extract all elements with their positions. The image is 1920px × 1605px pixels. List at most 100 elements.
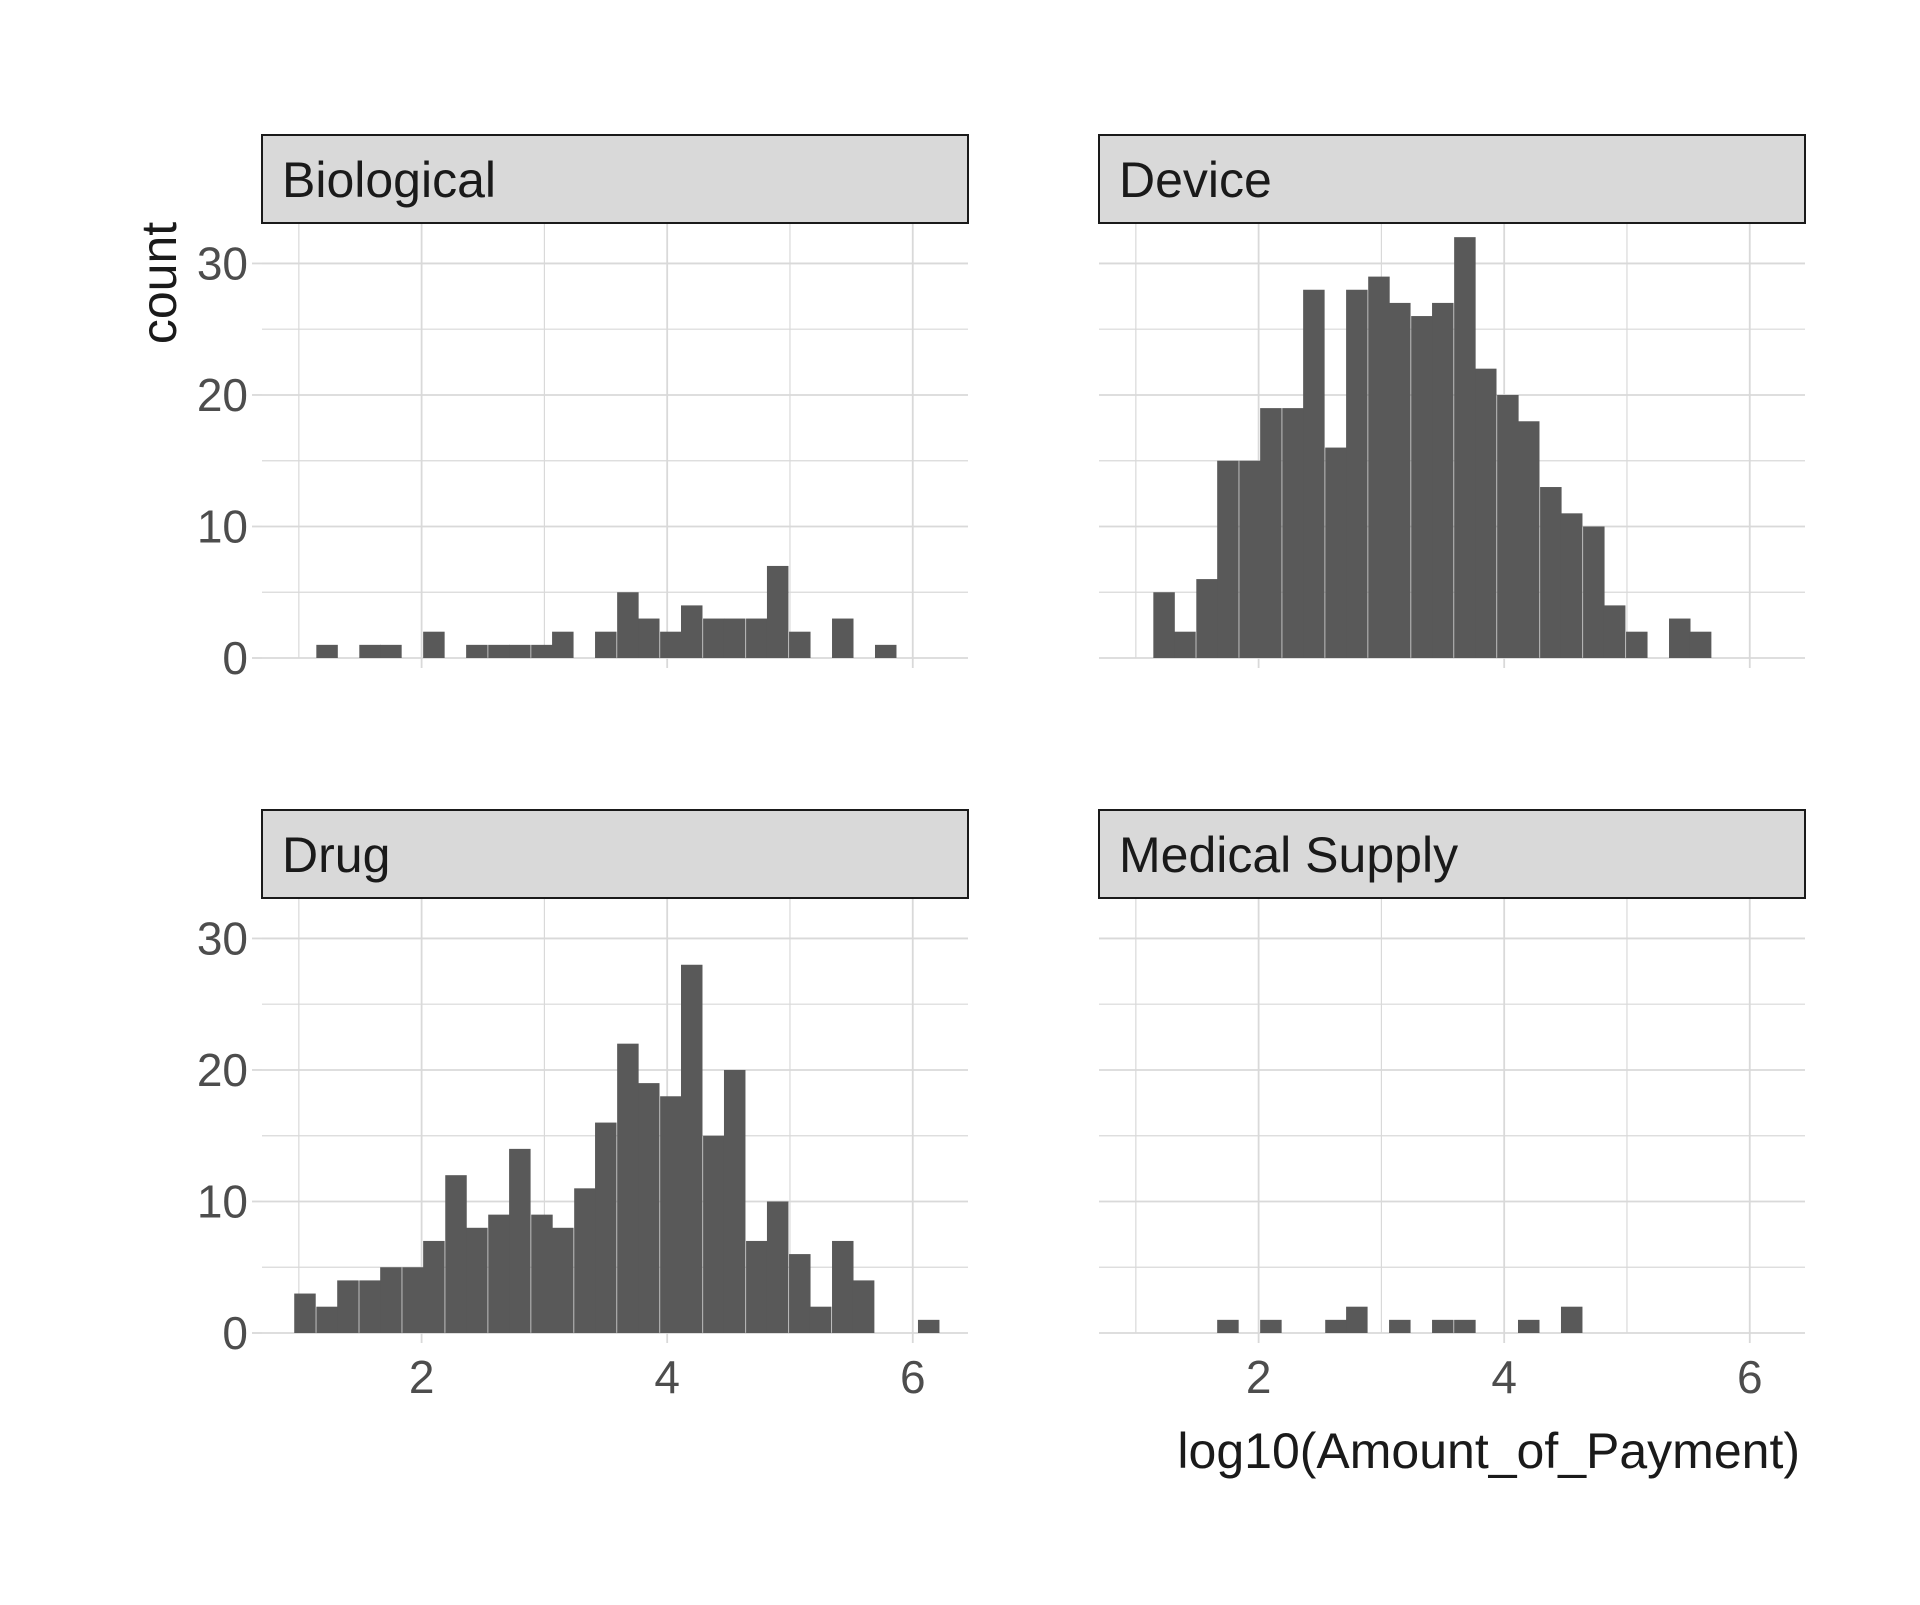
histogram-bar xyxy=(1540,487,1562,658)
histogram-bar xyxy=(1517,1319,1540,1333)
histogram-bar xyxy=(1497,394,1519,658)
histogram-bar xyxy=(809,1306,832,1333)
histogram-bar xyxy=(1603,605,1626,658)
histogram-bar xyxy=(638,618,660,658)
facet-strip xyxy=(261,809,969,899)
histogram-bar xyxy=(509,1148,531,1333)
histogram-bar xyxy=(703,618,725,658)
x-tick-label: 4 xyxy=(1491,1351,1517,1403)
histogram-bar xyxy=(617,592,639,658)
histogram-bar xyxy=(1196,579,1218,658)
x-tick-label: 6 xyxy=(900,1351,926,1403)
histogram-bar xyxy=(1669,618,1691,658)
facet-strip xyxy=(261,134,969,224)
histogram-bar xyxy=(617,1043,639,1333)
histogram-bar xyxy=(1239,460,1261,658)
histogram-bar xyxy=(746,1240,768,1333)
histogram-bar xyxy=(832,1240,854,1333)
histogram-bar xyxy=(1325,447,1347,658)
histogram-bar xyxy=(852,1280,875,1333)
histogram-bar xyxy=(574,1188,596,1333)
panel-drug: Drug 0 10 20 30 2 4 6 xyxy=(197,809,969,1403)
x-tick-label: 4 xyxy=(654,1351,680,1403)
y-tick-label: 10 xyxy=(197,500,248,552)
histogram-bar xyxy=(359,1280,381,1333)
y-tick-label: 30 xyxy=(197,912,248,964)
x-tick-label: 2 xyxy=(1246,1351,1272,1403)
histogram-bar xyxy=(1260,1319,1282,1333)
histogram-bar xyxy=(680,605,703,658)
histogram-bar xyxy=(316,1306,338,1333)
y-tick-label: 0 xyxy=(222,632,248,684)
y-tick-label: 20 xyxy=(197,1044,248,1096)
y-axis-title: count xyxy=(131,222,187,344)
histogram-bar xyxy=(1346,1306,1368,1333)
histogram-bar xyxy=(1432,1319,1454,1333)
histogram-bar xyxy=(917,1319,940,1333)
histogram-bar xyxy=(1475,368,1497,658)
histogram-bar xyxy=(595,631,617,658)
y-tick-label: 30 xyxy=(197,237,248,289)
histogram-bar xyxy=(445,1175,467,1333)
histogram-bar xyxy=(552,1227,574,1333)
histogram-bar xyxy=(1454,237,1476,658)
histogram-bar xyxy=(294,1293,316,1333)
histogram-bar xyxy=(1368,276,1390,658)
panel-biological: Biological 0 10 20 30 xyxy=(197,134,969,684)
histogram-bar xyxy=(423,1240,445,1333)
x-axis-title: log10(Amount_of_Payment) xyxy=(1177,1423,1800,1479)
histogram-bar xyxy=(638,1083,660,1333)
histogram-bar xyxy=(488,644,510,658)
histogram-bar xyxy=(466,1227,488,1333)
histogram-bar xyxy=(766,565,789,658)
histogram-bar xyxy=(832,618,854,658)
panel-medical-supply: Medical Supply 2 4 6 xyxy=(1098,809,1806,1403)
histogram-bar xyxy=(488,1214,510,1333)
histogram-bar xyxy=(316,644,338,658)
histogram-bar xyxy=(380,1267,402,1333)
histogram-bar xyxy=(723,1069,746,1333)
histogram-bar xyxy=(423,631,445,658)
facet-strip-label: Medical Supply xyxy=(1119,827,1458,883)
histogram-bar xyxy=(1689,631,1712,658)
histogram-bar xyxy=(402,1267,424,1333)
histogram-bar xyxy=(1153,592,1175,658)
y-tick-label: 0 xyxy=(222,1307,248,1359)
histogram-bar xyxy=(680,964,703,1333)
histogram-bar xyxy=(595,1122,617,1333)
y-tick-label: 20 xyxy=(197,369,248,421)
histogram-bar xyxy=(789,631,811,658)
histogram-bar xyxy=(660,1096,682,1333)
histogram-bar xyxy=(1432,302,1454,658)
y-tick-label: 10 xyxy=(197,1175,248,1227)
histogram-bar xyxy=(1411,316,1433,658)
facet-strip-label: Drug xyxy=(282,827,390,883)
histogram-bar xyxy=(1282,408,1304,658)
histogram-bar xyxy=(1583,526,1605,658)
histogram-bar xyxy=(1346,289,1368,658)
histogram-bar xyxy=(380,644,402,658)
facet-strip xyxy=(1098,809,1806,899)
histogram-bar xyxy=(1260,408,1282,658)
histogram-bar xyxy=(337,1280,359,1333)
histogram-bar xyxy=(789,1254,811,1333)
histogram-bar xyxy=(1325,1319,1347,1333)
histogram-bar xyxy=(1217,1319,1239,1333)
facet-strip-label: Device xyxy=(1119,152,1272,208)
x-tick-label: 6 xyxy=(1737,1351,1763,1403)
histogram-bar xyxy=(1389,302,1411,658)
facet-strip xyxy=(1098,134,1806,224)
histogram-bar xyxy=(552,631,574,658)
histogram-bar xyxy=(1454,1319,1476,1333)
histogram-bar xyxy=(660,631,682,658)
histogram-bar xyxy=(723,618,746,658)
histogram-bar xyxy=(746,618,768,658)
histogram-bar xyxy=(509,644,531,658)
histogram-bar xyxy=(531,1214,553,1333)
histogram-bar xyxy=(1560,1306,1583,1333)
histogram-bar xyxy=(1303,289,1325,658)
histogram-bar xyxy=(359,644,381,658)
x-tick-label: 2 xyxy=(409,1351,435,1403)
histogram-bar xyxy=(874,644,897,658)
